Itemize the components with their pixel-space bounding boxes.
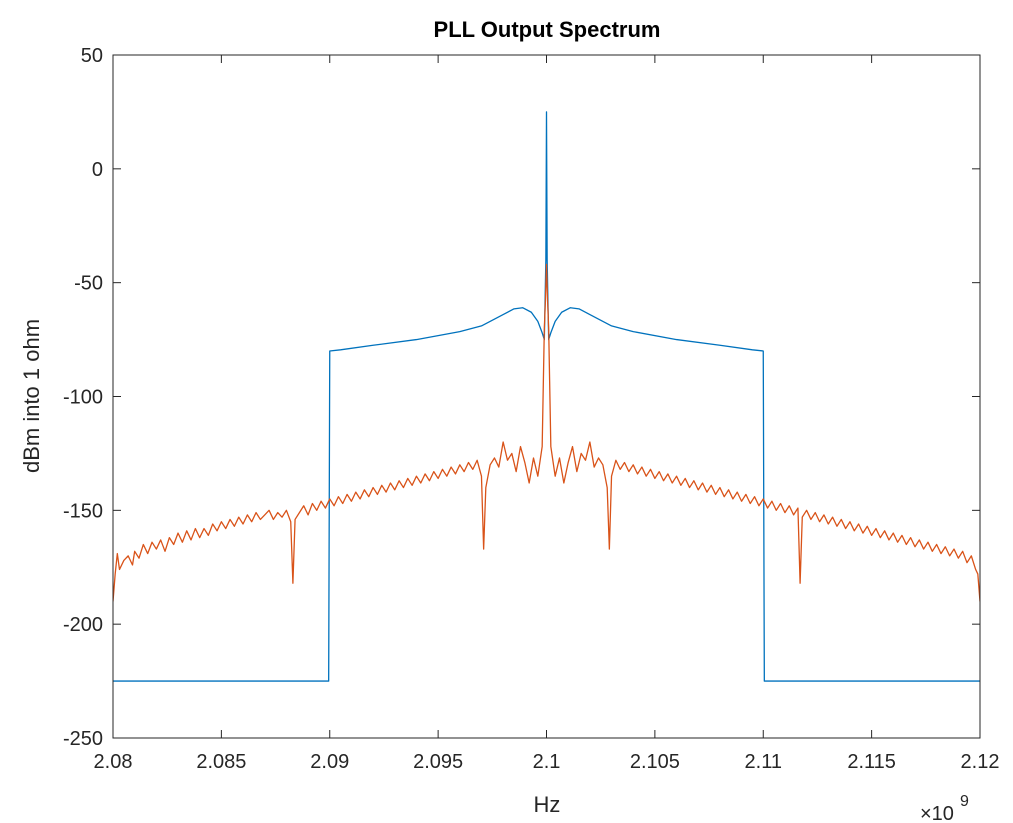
- y-tick-label: 0: [92, 159, 103, 181]
- y-tick-label: -250: [63, 728, 103, 750]
- x-axis-ticks: 2.08 2.085 2.09 2.095 2.1 2.105 2.11 2.115 2.12: [94, 55, 1000, 773]
- x-tick-label: 2.095: [413, 751, 463, 773]
- y-tick-label: -200: [63, 614, 103, 636]
- x-tick-label: 2.11: [745, 751, 782, 773]
- y-axis-ticks: 50 0 -50 -100 -150 -200 -250: [63, 45, 980, 750]
- series-line-1: [113, 111, 980, 682]
- series-layer: [113, 111, 980, 682]
- plot-area: 2.08 2.085 2.09 2.095 2.1 2.105 2.11 2.115 2.12 …: [63, 45, 1000, 773]
- y-tick-label: -150: [63, 500, 103, 522]
- series-line-2: [113, 263, 980, 602]
- y-tick-label: -100: [63, 387, 103, 409]
- x-tick-label: 2.085: [196, 751, 246, 773]
- x-axis-label: Hz: [534, 792, 561, 817]
- chart-title: PLL Output Spectrum: [434, 17, 661, 42]
- x-tick-label: 2.115: [847, 751, 896, 773]
- x-tick-label: 2.105: [630, 751, 680, 773]
- y-axis-label: dBm into 1 ohm: [19, 319, 44, 473]
- x-tick-label: 2.09: [310, 751, 349, 773]
- y-tick-label: -50: [74, 273, 103, 295]
- y-tick-label: 50: [81, 45, 103, 67]
- x-tick-label: 2.1: [533, 751, 561, 773]
- x-exponent-power: 9: [960, 793, 969, 810]
- x-tick-label: 2.08: [94, 751, 133, 773]
- x-axis-exponent: ×10 9: [920, 793, 969, 823]
- x-tick-label: 2.12: [961, 751, 1000, 773]
- x-exponent-base: ×10: [920, 803, 954, 823]
